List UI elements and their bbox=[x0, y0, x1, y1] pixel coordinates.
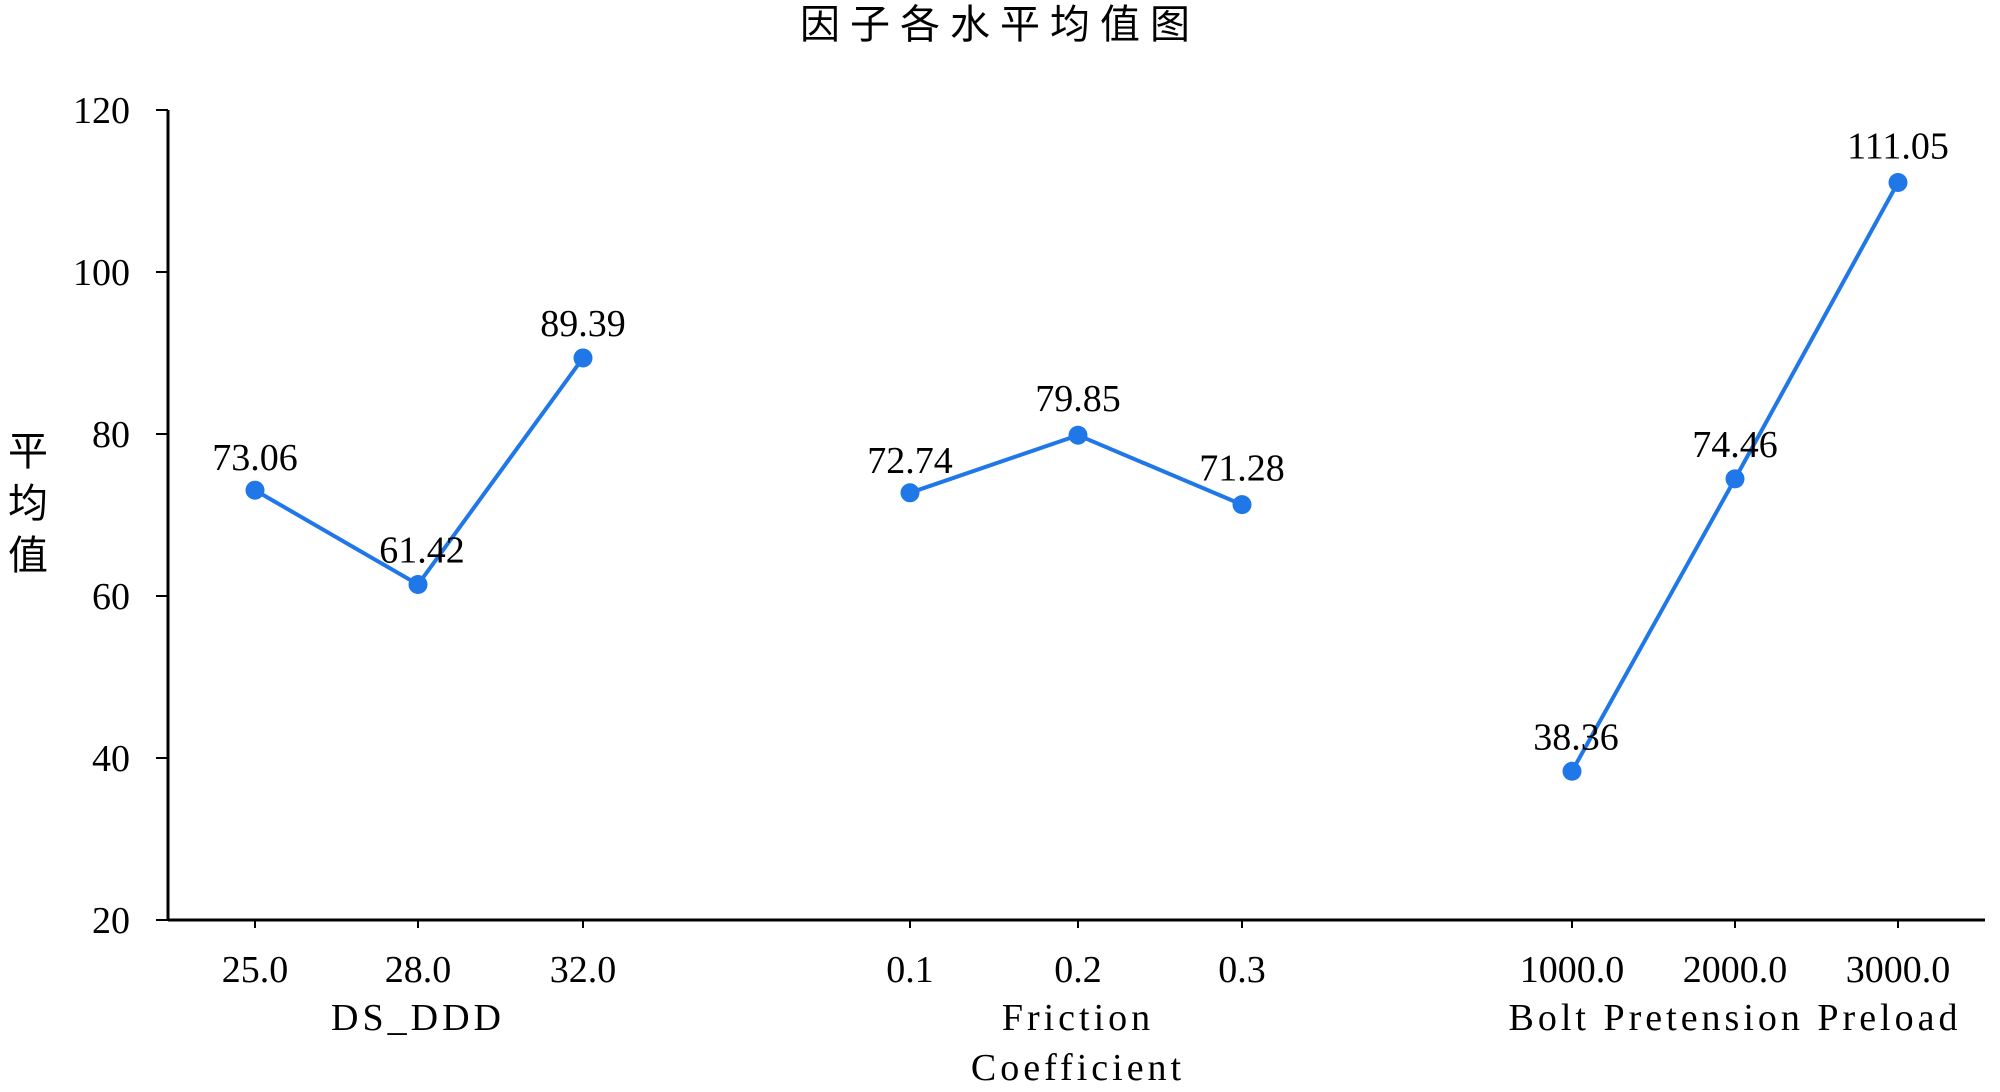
data-label: 38.36 bbox=[1533, 716, 1619, 758]
y-tick-label: 40 bbox=[92, 738, 130, 780]
factor-group: 73.06 25.0 61.42 28.0 89.39 32.0 DS_DDD bbox=[212, 303, 626, 1039]
data-label: 61.42 bbox=[379, 529, 465, 571]
y-axis-ticks: 20 40 60 80 100 120 bbox=[73, 90, 168, 942]
data-label: 74.46 bbox=[1692, 424, 1778, 466]
data-label: 89.39 bbox=[540, 303, 626, 345]
factor-group: 38.36 1000.0 74.46 2000.0 111.05 3000.0 Bolt P… bbox=[1509, 125, 1962, 1039]
y-axis-label-char: 均 bbox=[8, 481, 48, 527]
factor-group: 72.74 0.1 79.85 0.2 71.28 0.3 Friction Coeffici… bbox=[867, 378, 1285, 1089]
data-label: 111.05 bbox=[1847, 125, 1949, 167]
data-point bbox=[573, 348, 593, 368]
x-category-label: 0.1 bbox=[886, 949, 934, 991]
data-point bbox=[1232, 495, 1252, 515]
factor-groups: 73.06 25.0 61.42 28.0 89.39 32.0 DS_DDD 72.74 0.… bbox=[212, 125, 1962, 1089]
factor-name-label: DS_DDD bbox=[331, 997, 505, 1039]
y-tick-label: 20 bbox=[92, 900, 130, 942]
y-axis-label-char: 值 bbox=[8, 533, 48, 579]
x-category-label: 25.0 bbox=[222, 949, 289, 991]
data-point bbox=[408, 574, 428, 594]
data-label: 71.28 bbox=[1199, 448, 1285, 490]
factor-name-label: Coefficient bbox=[971, 1047, 1185, 1089]
data-point bbox=[245, 480, 265, 500]
data-point bbox=[1725, 469, 1745, 489]
data-point bbox=[900, 483, 920, 503]
data-point bbox=[1888, 172, 1908, 192]
x-category-label: 28.0 bbox=[385, 949, 452, 991]
data-point bbox=[1068, 425, 1088, 445]
factor-name-label: Bolt Pretension Preload bbox=[1509, 997, 1962, 1039]
y-tick-label: 100 bbox=[73, 252, 130, 294]
series-line bbox=[909, 433, 1243, 507]
data-point bbox=[1562, 761, 1582, 781]
x-category-label: 32.0 bbox=[550, 949, 617, 991]
data-label: 72.74 bbox=[867, 440, 953, 482]
y-tick-label: 120 bbox=[73, 90, 130, 132]
data-label: 79.85 bbox=[1035, 378, 1121, 420]
y-tick-label: 60 bbox=[92, 576, 130, 618]
data-label: 73.06 bbox=[212, 437, 298, 479]
y-axis-label: 平均值 bbox=[8, 429, 48, 579]
x-category-label: 2000.0 bbox=[1683, 949, 1788, 991]
y-tick-label: 80 bbox=[92, 414, 130, 456]
y-axis-label-char: 平 bbox=[8, 429, 48, 475]
x-category-label: 3000.0 bbox=[1846, 949, 1951, 991]
chart-title: 因子各水平均值图 bbox=[800, 2, 1200, 48]
factor-name-label: Friction bbox=[1002, 997, 1154, 1039]
x-category-label: 0.2 bbox=[1054, 949, 1102, 991]
x-category-label: 0.3 bbox=[1218, 949, 1266, 991]
x-category-label: 1000.0 bbox=[1520, 949, 1625, 991]
